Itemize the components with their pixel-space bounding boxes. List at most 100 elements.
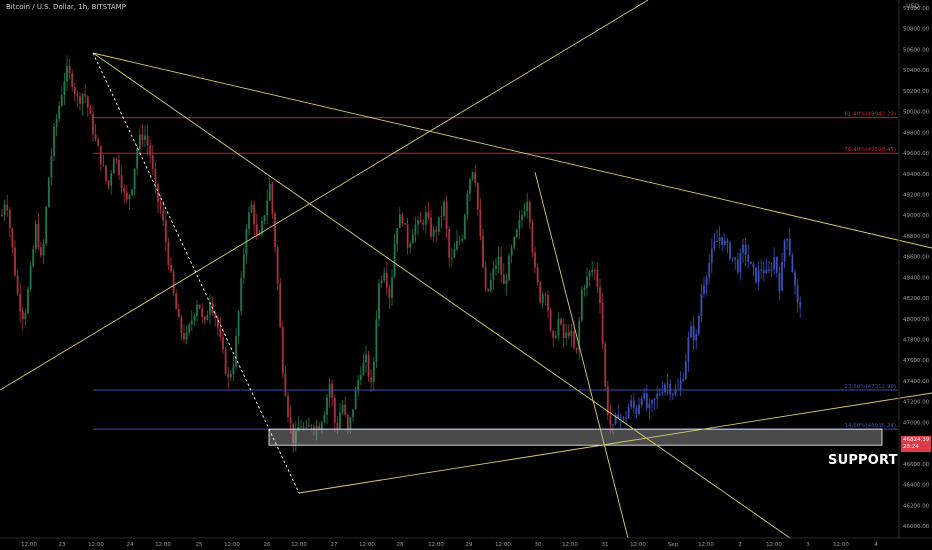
candle-body bbox=[110, 173, 113, 186]
candle-body bbox=[430, 217, 432, 237]
candle-body bbox=[427, 212, 430, 218]
candle-body bbox=[609, 415, 612, 425]
time-tick-label: 12:00 bbox=[21, 542, 37, 548]
candle-body bbox=[484, 266, 487, 289]
candle-body bbox=[320, 422, 323, 430]
candle-body bbox=[151, 155, 154, 169]
trendline-ascending-support[interactable] bbox=[298, 392, 932, 494]
candle-body bbox=[34, 223, 37, 250]
candle-body bbox=[398, 214, 401, 229]
candle-body bbox=[154, 168, 157, 185]
candle-body bbox=[289, 417, 292, 424]
trendline-descending[interactable] bbox=[92, 52, 791, 539]
candle-body bbox=[107, 180, 110, 186]
candle-body bbox=[248, 212, 250, 229]
trendline-dashed-diagonal[interactable] bbox=[92, 52, 300, 494]
candle-body bbox=[144, 135, 146, 140]
candle-body bbox=[749, 261, 752, 265]
candle-body bbox=[279, 283, 282, 328]
candle-body bbox=[448, 229, 451, 258]
candle-body bbox=[281, 327, 284, 374]
price-tick-label: 48000.00 bbox=[903, 317, 930, 323]
candle-body bbox=[586, 276, 588, 289]
candle-body bbox=[502, 274, 505, 285]
candle-body bbox=[125, 192, 128, 200]
support-annotation[interactable]: SUPPORT bbox=[828, 453, 898, 468]
price-tick-label: 46200.00 bbox=[903, 503, 930, 509]
candle-body bbox=[523, 211, 526, 216]
candle-body bbox=[513, 236, 516, 248]
trendline-steep-drop[interactable] bbox=[534, 171, 629, 539]
candle-body bbox=[432, 229, 435, 237]
candle-body bbox=[622, 417, 625, 419]
candle-body bbox=[458, 240, 461, 242]
candle-body bbox=[393, 243, 396, 278]
candle-body bbox=[528, 201, 531, 223]
price-tick-label: 48600.00 bbox=[903, 255, 930, 261]
candle-body bbox=[534, 252, 536, 268]
candle-body bbox=[326, 397, 328, 415]
time-tick-label: 24 bbox=[127, 542, 134, 548]
fib-level-label: 81.40%(49942.29) bbox=[844, 112, 896, 118]
support-zone[interactable] bbox=[268, 428, 883, 446]
candle-body bbox=[315, 425, 318, 430]
trendline-ascending-long[interactable] bbox=[0, 0, 649, 391]
candle-body bbox=[71, 73, 74, 88]
candle-body bbox=[123, 188, 126, 193]
candle-body bbox=[547, 294, 549, 311]
trendline-upper-resistance[interactable] bbox=[92, 52, 932, 249]
candle-body bbox=[313, 426, 315, 430]
candle-body bbox=[521, 215, 523, 220]
candle-body bbox=[781, 261, 783, 291]
candle-body bbox=[50, 155, 53, 178]
candle-body bbox=[40, 247, 42, 256]
candle-body bbox=[219, 328, 222, 337]
candle-body bbox=[188, 324, 191, 333]
candle-body bbox=[92, 113, 94, 135]
time-tick-label: 2 bbox=[738, 542, 742, 548]
candle-body bbox=[209, 302, 211, 315]
candle-body bbox=[255, 224, 258, 235]
candle-body bbox=[341, 404, 344, 413]
candle-body bbox=[713, 241, 716, 249]
candle-body bbox=[625, 418, 627, 420]
candle-body bbox=[562, 323, 565, 339]
candle-body bbox=[237, 311, 240, 336]
candle-body bbox=[206, 314, 209, 321]
candle-body bbox=[515, 229, 518, 237]
candle-body bbox=[791, 254, 794, 273]
candle-body bbox=[541, 294, 544, 303]
candle-body bbox=[292, 423, 295, 444]
candle-body bbox=[450, 257, 453, 259]
price-tick-label: 46000.00 bbox=[903, 524, 930, 530]
candle-body bbox=[591, 270, 594, 273]
candle-body bbox=[445, 201, 448, 230]
candle-body bbox=[406, 224, 409, 248]
candle-body bbox=[734, 257, 737, 260]
price-tick-label: 49600.00 bbox=[903, 151, 930, 157]
candle-body bbox=[258, 234, 261, 236]
price-tick-label: 50400.00 bbox=[903, 68, 930, 74]
candle-body bbox=[401, 214, 404, 224]
candle-body bbox=[619, 417, 622, 419]
candle-body bbox=[443, 201, 445, 217]
candle-body bbox=[729, 242, 731, 259]
time-tick-label: 4 bbox=[874, 542, 878, 548]
time-tick-label: 27 bbox=[331, 542, 338, 548]
candle-body bbox=[339, 412, 341, 429]
candle-body bbox=[666, 383, 669, 385]
candle-body bbox=[500, 256, 503, 275]
candle-body bbox=[723, 240, 726, 246]
candle-body bbox=[60, 95, 63, 106]
candle-body bbox=[422, 222, 425, 225]
candle-body bbox=[180, 317, 183, 333]
candle-body bbox=[271, 183, 274, 214]
candle-body bbox=[37, 223, 40, 248]
candle-body bbox=[638, 404, 640, 414]
candle-body bbox=[518, 219, 521, 230]
candle-body bbox=[703, 285, 705, 294]
last-price-tag: 46824.39 28:24 bbox=[901, 436, 931, 452]
